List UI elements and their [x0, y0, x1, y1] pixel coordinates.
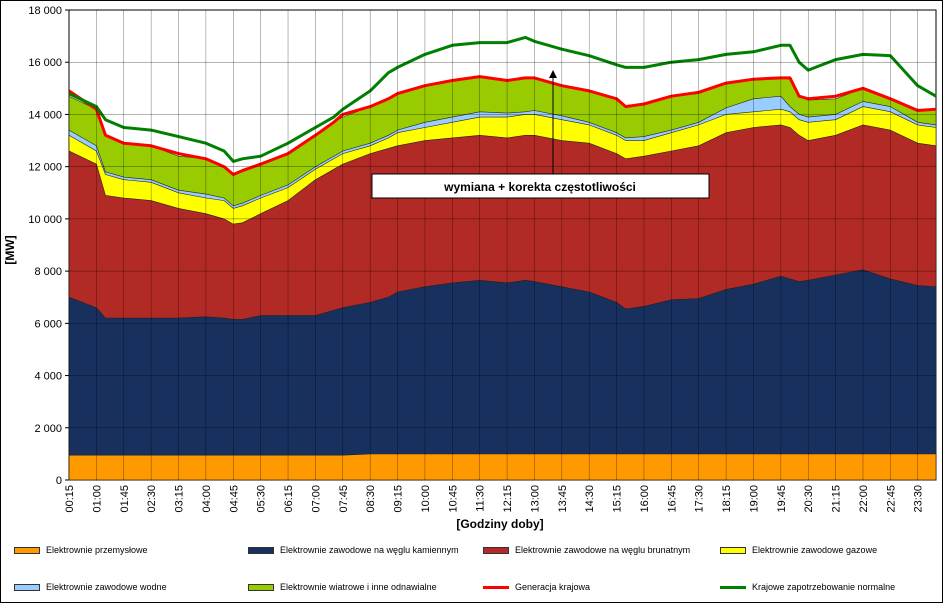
- x-tick-label: 06:15: [283, 485, 295, 513]
- x-tick-label: 22:00: [858, 485, 870, 513]
- x-tick-label: 13:45: [557, 485, 569, 513]
- x-tick-label: 11:30: [475, 485, 487, 512]
- grid-lines: [68, 9, 936, 481]
- x-tick-label: 04:00: [201, 485, 213, 513]
- legend-label: Elektrownie zawodowe wodne: [46, 582, 167, 592]
- x-tick-label: 10:00: [420, 485, 432, 513]
- legend-item: Elektrownie wiatrowe i inne odnawialne: [248, 582, 437, 592]
- y-tick-label: 10 000: [28, 214, 62, 226]
- x-tick-label: 03:15: [174, 485, 186, 513]
- legend-label: Elektrownie zawodowe na węglu kamiennym: [280, 545, 459, 555]
- x-tick-label: 05:30: [256, 485, 268, 513]
- x-tick-label: 16:45: [666, 485, 678, 513]
- legend-swatch: [14, 546, 40, 554]
- x-tick-label: 01:45: [119, 485, 131, 513]
- legend-swatch: [720, 585, 746, 589]
- x-tick-label: 12:15: [502, 485, 514, 513]
- annotation-text: wymiana + korekta częstotliwości: [443, 180, 636, 194]
- legend-label: Elektrownie zawodowe gazowe: [752, 545, 878, 555]
- x-tick-label: 19:00: [748, 485, 760, 513]
- y-tick-label: 14 000: [28, 109, 62, 121]
- x-tick-label: 20:30: [803, 485, 815, 513]
- x-tick-label: 16:00: [639, 485, 651, 513]
- x-tick-label: 15:15: [612, 485, 624, 513]
- legend-item: Elektrownie zawodowe gazowe: [720, 545, 877, 555]
- area-series-0: [68, 453, 937, 481]
- x-tick-label: 21:15: [831, 485, 843, 513]
- legend-item: Generacja krajowa: [483, 582, 590, 592]
- legend-item: Krajowe zapotrzebowanie normalne: [720, 582, 895, 592]
- legend-swatch: [720, 546, 746, 554]
- x-axis-label: [Godziny doby]: [456, 517, 543, 531]
- x-tick-label: 19:45: [776, 485, 788, 513]
- line-series-1: [68, 35, 937, 163]
- x-tick-label: 08:30: [365, 485, 377, 513]
- annotation-box: wymiana + korekta częstotliwości: [371, 173, 710, 199]
- legend-item: Elektrownie zawodowe na węglu kamiennym: [248, 545, 459, 555]
- legend-label: Krajowe zapotrzebowanie normalne: [752, 582, 896, 592]
- legend-swatch: [248, 583, 274, 591]
- stacked-areas: [68, 76, 937, 481]
- legend-swatch: [483, 546, 509, 554]
- x-tick-label: 10:45: [447, 485, 459, 513]
- legend-item: Elektrownie przemysłowe: [14, 545, 148, 555]
- x-tick-label: 00:15: [64, 485, 76, 513]
- y-tick-label: 18 000: [28, 5, 62, 17]
- x-tick-label: 09:15: [393, 485, 405, 513]
- y-tick-label: 12 000: [28, 162, 62, 174]
- x-tick-label: 17:30: [694, 485, 706, 513]
- legend-item: Elektrownie zawodowe na węglu brunatnym: [483, 545, 690, 555]
- x-tick-label: 04:45: [228, 485, 240, 513]
- y-tick-label: 4 000: [34, 371, 62, 383]
- x-tick-label: 23:30: [913, 485, 925, 513]
- legend-label: Generacja krajowa: [515, 582, 591, 592]
- y-axis-label: [MW]: [3, 235, 17, 264]
- y-tick-label: 2 000: [34, 423, 62, 435]
- x-tick-label: 14:30: [584, 485, 596, 513]
- y-tick-label: 16 000: [28, 57, 62, 69]
- legend-label: Elektrownie zawodowe na węglu brunatnym: [515, 545, 691, 555]
- line-series-0: [68, 75, 937, 176]
- x-tick-label: 13:00: [529, 485, 541, 513]
- x-tick-label: 22:45: [885, 485, 897, 513]
- x-tick-label: 07:00: [310, 485, 322, 513]
- x-tick-label: 01:00: [91, 485, 103, 513]
- legend-swatch: [14, 583, 40, 591]
- x-tick-label: 18:15: [721, 485, 733, 513]
- legend-item: Elektrownie zawodowe wodne: [14, 582, 167, 592]
- total-lines: [68, 35, 937, 176]
- legend-swatch: [248, 546, 274, 554]
- x-axis: 00:15 01:00 01:45 02:30 03:15 04:00 04:45 05:30…: [64, 485, 925, 513]
- x-tick-label: 02:30: [146, 485, 158, 513]
- legend: Elektrownie przemysłowe Elektrownie zawod…: [0, 535, 945, 605]
- y-axis: 0 2 000 4 000 6 000 8 000 10 000 12 000 14 000 1…: [28, 5, 69, 487]
- legend-swatch: [483, 585, 509, 589]
- y-tick-label: 6 000: [34, 318, 62, 330]
- y-tick-label: 0: [56, 475, 62, 487]
- y-tick-label: 8 000: [34, 266, 62, 278]
- x-tick-label: 07:45: [338, 485, 350, 513]
- legend-label: Elektrownie wiatrowe i inne odnawialne: [280, 582, 437, 592]
- legend-label: Elektrownie przemysłowe: [46, 545, 148, 555]
- annotation-arrowhead: [549, 70, 557, 78]
